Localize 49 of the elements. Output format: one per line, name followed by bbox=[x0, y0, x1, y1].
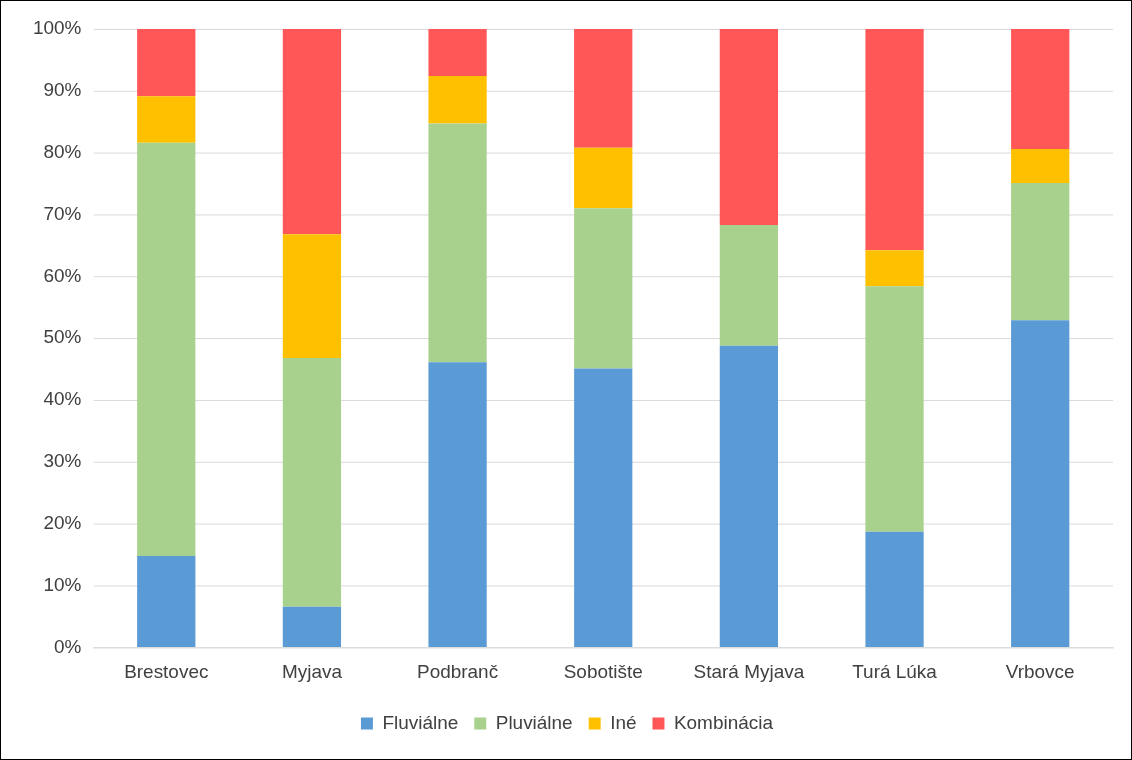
y-tick-label: 60% bbox=[43, 264, 82, 286]
x-tick-label: Myjava bbox=[281, 661, 343, 683]
x-tick-label: Turá Lúka bbox=[852, 661, 938, 683]
bar bbox=[1011, 320, 1070, 647]
bar bbox=[1011, 148, 1070, 183]
x-tick-label: Brestovec bbox=[124, 661, 209, 683]
bar bbox=[865, 28, 924, 251]
y-tick-label: 10% bbox=[43, 573, 82, 595]
legend-label: Pluviálne bbox=[495, 711, 573, 733]
bar bbox=[574, 368, 633, 647]
legend-label: Kombinácia bbox=[673, 711, 774, 733]
y-tick-label: 30% bbox=[43, 450, 82, 472]
bar bbox=[137, 28, 196, 97]
y-tick-label: 20% bbox=[43, 512, 82, 533]
x-tick-label: Vrbovce bbox=[1005, 661, 1075, 683]
x-tick-label: Sobotište bbox=[563, 661, 643, 683]
y-tick-label: 40% bbox=[43, 388, 82, 410]
y-tick-label: 90% bbox=[43, 79, 82, 100]
bar bbox=[137, 96, 196, 143]
bar bbox=[1011, 28, 1070, 149]
y-tick-label: 50% bbox=[43, 326, 82, 348]
bar bbox=[1011, 182, 1070, 321]
x-tick-label: Stará Myjava bbox=[693, 661, 805, 683]
bar bbox=[137, 142, 196, 556]
bar bbox=[282, 234, 342, 358]
bar bbox=[428, 123, 487, 363]
bar bbox=[282, 28, 342, 235]
bar bbox=[137, 555, 196, 647]
bar bbox=[719, 28, 779, 226]
bar bbox=[865, 286, 924, 532]
bar bbox=[719, 345, 779, 647]
legend-label: Fluviálne bbox=[382, 711, 459, 733]
y-tick-label: 80% bbox=[43, 140, 82, 162]
y-tick-label: 70% bbox=[43, 202, 82, 224]
bar bbox=[428, 28, 487, 76]
bar bbox=[282, 358, 342, 607]
bar bbox=[574, 28, 633, 148]
bar bbox=[574, 208, 633, 369]
bar bbox=[574, 147, 633, 209]
y-tick-label: 0% bbox=[54, 635, 82, 657]
bar bbox=[865, 250, 924, 287]
bar bbox=[865, 531, 924, 647]
x-tick-label: Podbranč bbox=[417, 661, 499, 683]
bar bbox=[428, 75, 487, 124]
bar bbox=[282, 606, 342, 647]
bar bbox=[719, 225, 779, 346]
y-tick-label: 100% bbox=[32, 17, 82, 39]
legend-label: Iné bbox=[610, 711, 637, 733]
bar bbox=[428, 362, 487, 647]
